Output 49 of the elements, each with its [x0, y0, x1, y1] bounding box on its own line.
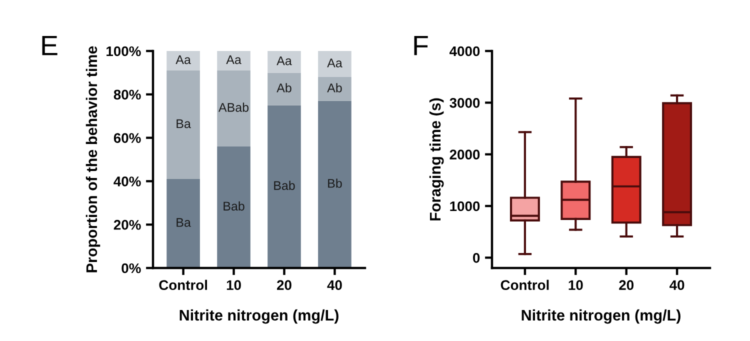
bar	[268, 72, 301, 106]
bar	[318, 100, 352, 268]
y-tick-label: 0%	[122, 263, 141, 274]
bar	[268, 51, 301, 73]
y-tick-label: 2000	[450, 150, 480, 160]
bar	[318, 77, 352, 101]
data-label: Ab	[327, 83, 342, 92]
x-tick-label: 10	[568, 280, 583, 290]
y-tick-label: 40%	[114, 176, 141, 186]
x-tick-label: 20	[619, 280, 634, 290]
bar	[217, 51, 250, 71]
data-label: Bab	[274, 180, 295, 190]
x-tick-label: 40	[670, 280, 684, 290]
x-tick-label: 20	[276, 280, 292, 290]
y-tick-label: 1000	[450, 201, 480, 212]
x-tick-label: Control	[500, 280, 549, 290]
data-label: Aa	[226, 55, 242, 64]
bar	[166, 51, 200, 71]
data-label: Bb	[328, 178, 342, 188]
y-axis-title: Proportion of the behavior time	[86, 46, 100, 272]
y-tick-label: 0	[473, 253, 480, 263]
x-axis-title: Nitrite nitrogen (mg/L)	[180, 309, 338, 324]
y-tick-label: 4000	[450, 46, 480, 56]
x-tick-label: 10	[226, 280, 241, 290]
y-axis-title: Foraging time (s)	[429, 98, 444, 220]
bar	[217, 70, 250, 146]
y-tick-label: 80%	[114, 90, 141, 100]
data-label: Aa	[176, 55, 191, 64]
x-axis-title: Nitrite nitrogen (mg/L)	[522, 309, 680, 324]
y-tick-label: 20%	[114, 220, 141, 230]
y-tick-label: 60%	[114, 133, 141, 143]
data-label: Ab	[276, 83, 292, 92]
bar	[166, 179, 200, 268]
bar	[318, 51, 352, 78]
x-tick-label: Control	[159, 280, 207, 290]
y-tick-label: 100%	[106, 46, 141, 56]
bar	[217, 146, 250, 268]
chart-title: E	[42, 36, 58, 56]
data-label: Aa	[276, 56, 292, 66]
data-label: Bab	[224, 201, 244, 211]
bar	[268, 105, 301, 268]
chart-title: F	[414, 36, 428, 56]
x-tick-label: 40	[327, 280, 342, 290]
data-label: Aa	[327, 58, 342, 68]
data-label: Ba	[176, 119, 191, 128]
data-label: Ba	[176, 218, 191, 227]
bar	[166, 70, 200, 180]
y-tick-label: 3000	[450, 98, 480, 108]
data-label: ABab	[218, 102, 249, 112]
